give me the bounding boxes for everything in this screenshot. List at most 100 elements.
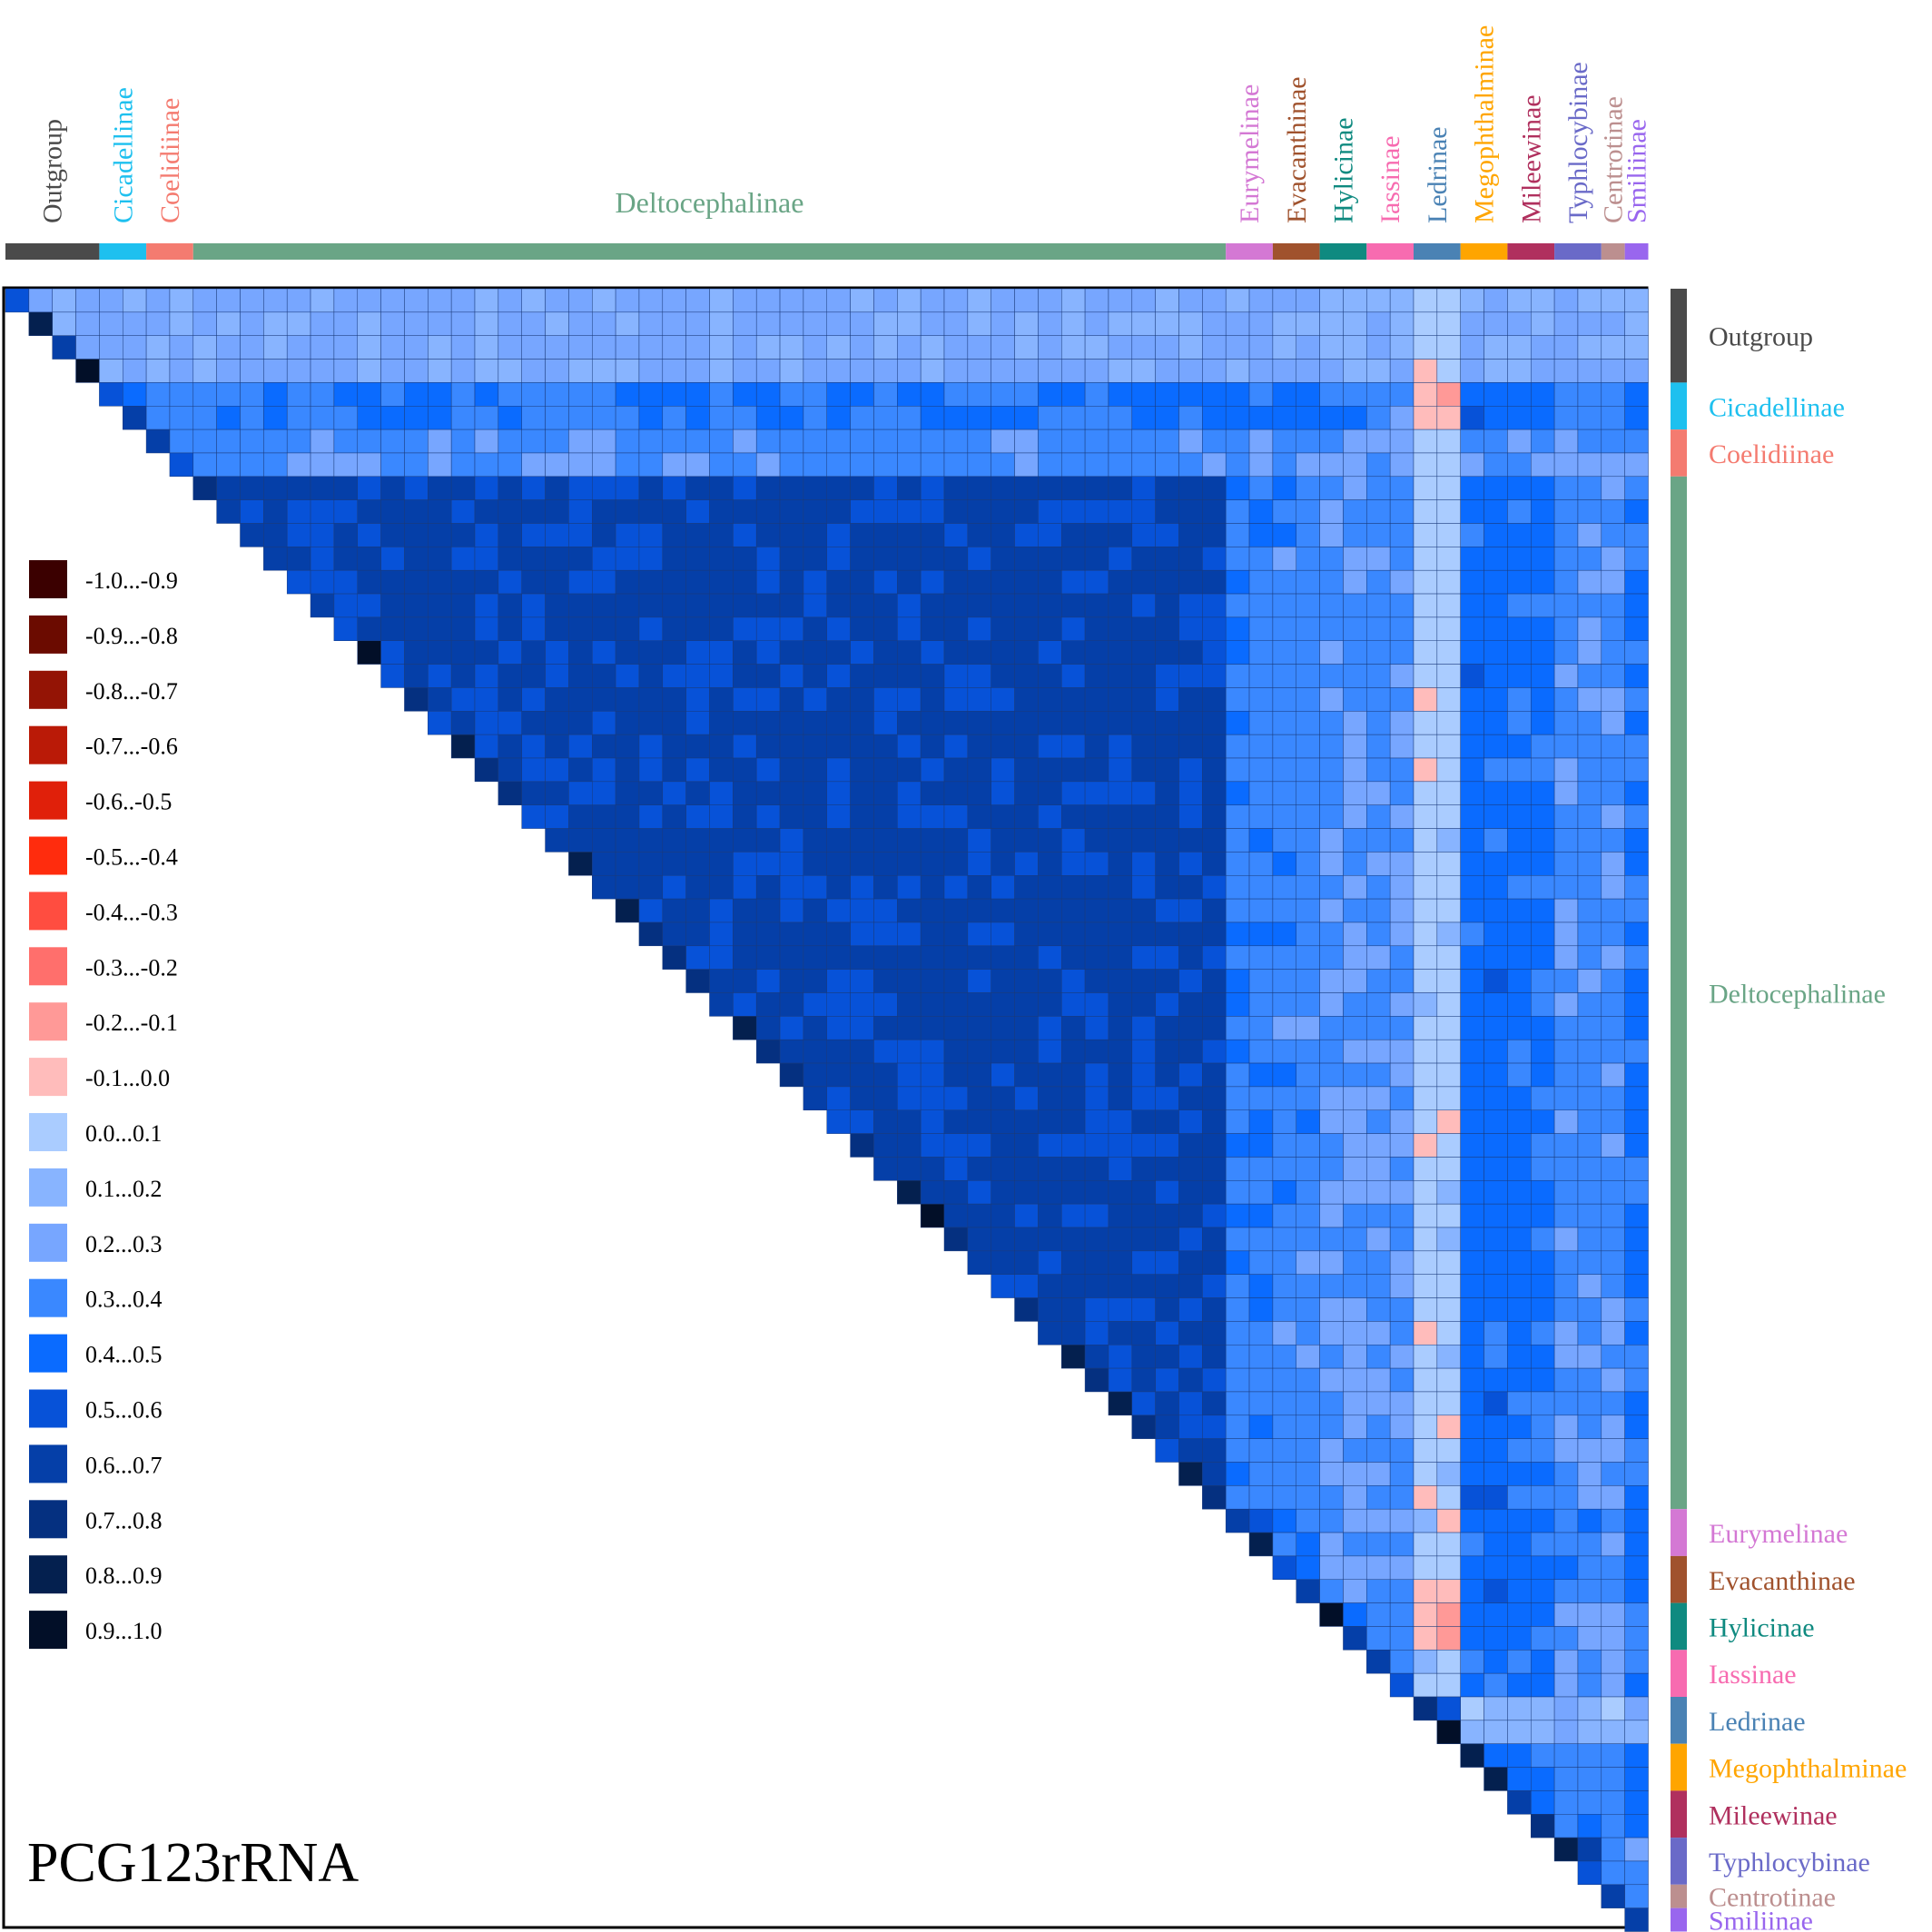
heatmap-cell — [1484, 1227, 1508, 1252]
top-group-bar-segment — [1272, 243, 1320, 260]
heatmap-cell — [1202, 1203, 1227, 1228]
heatmap-cell — [1531, 828, 1555, 853]
heatmap-cell — [850, 616, 874, 642]
heatmap-cell — [1366, 1016, 1391, 1040]
heatmap-cell — [240, 311, 264, 336]
heatmap-cell — [1319, 828, 1344, 853]
heatmap-cell — [450, 288, 476, 313]
heatmap-cell — [545, 687, 569, 712]
heatmap-cell — [943, 547, 969, 571]
heatmap-cell — [991, 992, 1015, 1017]
heatmap-cell — [1108, 898, 1133, 923]
heatmap-cell — [357, 569, 381, 595]
heatmap-cell — [779, 804, 804, 829]
heatmap-cell — [779, 734, 804, 759]
legend-swatch — [29, 1555, 67, 1594]
heatmap-cell — [803, 1062, 828, 1088]
heatmap-cell — [1319, 359, 1344, 383]
heatmap-cell — [685, 664, 710, 688]
heatmap-cell — [920, 640, 945, 665]
heatmap-cell — [1178, 757, 1203, 783]
heatmap-cell — [1436, 523, 1461, 547]
heatmap-cell — [662, 664, 686, 688]
heatmap-cell — [1366, 1414, 1391, 1439]
heatmap-cell — [1343, 1016, 1367, 1040]
heatmap-cell — [1248, 476, 1274, 500]
heatmap-cell — [1413, 1485, 1438, 1510]
heatmap-cell — [1178, 828, 1203, 853]
heatmap-cell — [1343, 711, 1367, 735]
heatmap-cell — [1272, 945, 1297, 970]
heatmap-cell — [592, 429, 616, 454]
heatmap-cell — [1343, 1414, 1367, 1439]
heatmap-cell — [1553, 1462, 1579, 1486]
heatmap-cell — [850, 359, 874, 383]
heatmap-cell — [1178, 382, 1203, 407]
heatmap-cell — [1531, 335, 1555, 360]
heatmap-cell — [1507, 1555, 1532, 1581]
heatmap-cell — [920, 969, 945, 993]
heatmap-cell — [1601, 640, 1625, 665]
heatmap-cell — [779, 616, 804, 642]
heatmap-cell — [850, 804, 874, 829]
heatmap-cell — [1155, 640, 1179, 665]
heatmap-cell — [1084, 1109, 1109, 1134]
heatmap-cell — [1413, 1508, 1438, 1533]
heatmap-cell — [1531, 781, 1555, 805]
heatmap-cell — [1553, 452, 1579, 478]
heatmap-cell — [685, 969, 710, 993]
heatmap-cell — [615, 616, 640, 642]
heatmap-cell — [1366, 1485, 1391, 1510]
heatmap-cell — [1413, 1672, 1438, 1698]
heatmap-cell — [1577, 1462, 1602, 1486]
heatmap-cell — [1624, 664, 1649, 688]
heatmap-cell — [1601, 476, 1625, 500]
heatmap-cell — [709, 569, 734, 595]
heatmap-cell — [1601, 1250, 1625, 1275]
heatmap-cell — [1577, 1438, 1602, 1463]
heatmap-cell — [1531, 1039, 1555, 1064]
heatmap-cell — [1225, 711, 1250, 735]
heatmap-cell — [662, 476, 686, 500]
heatmap-cell — [568, 499, 593, 524]
heatmap-cell — [1389, 969, 1414, 993]
heatmap-cell — [1624, 1767, 1649, 1791]
heatmap-cell — [545, 499, 569, 524]
heatmap-cell — [568, 476, 593, 500]
heatmap-cell — [1366, 1180, 1391, 1205]
heatmap-cell — [662, 523, 686, 547]
heatmap-cell — [943, 1157, 969, 1181]
heatmap-cell — [920, 311, 945, 336]
heatmap-cell — [286, 499, 311, 524]
heatmap-cell — [1366, 781, 1391, 805]
heatmap-cell — [145, 359, 171, 383]
heatmap-cell — [498, 757, 522, 783]
heatmap-cell — [1436, 288, 1461, 313]
heatmap-cell — [240, 499, 264, 524]
heatmap-cell — [1577, 1814, 1602, 1838]
heatmap-cell — [1624, 1884, 1649, 1908]
heatmap-cell — [920, 593, 945, 618]
heatmap-cell — [897, 1180, 922, 1205]
heatmap-cell — [1084, 757, 1109, 783]
heatmap-cell — [1436, 852, 1461, 876]
heatmap-cell — [803, 382, 828, 407]
heatmap-cell — [498, 499, 522, 524]
heatmap-cell — [1296, 382, 1320, 407]
heatmap-cell — [1413, 547, 1438, 571]
heatmap-cell — [1577, 734, 1602, 759]
heatmap-cell — [1225, 1062, 1250, 1088]
right-group-label: Outgroup — [1709, 322, 1813, 352]
heatmap-cell — [1038, 429, 1062, 454]
heatmap-cell — [333, 547, 358, 571]
heatmap-cell — [1460, 1227, 1484, 1252]
heatmap-cell — [1225, 734, 1250, 759]
heatmap-cell — [1460, 1672, 1484, 1698]
right-group-bar-segment — [1671, 1555, 1687, 1603]
heatmap-cell — [897, 476, 922, 500]
heatmap-cell — [498, 569, 522, 595]
heatmap-cell — [803, 593, 828, 618]
heatmap-cell — [873, 499, 898, 524]
heatmap-cell — [1507, 311, 1532, 336]
heatmap-cell — [1272, 311, 1297, 336]
